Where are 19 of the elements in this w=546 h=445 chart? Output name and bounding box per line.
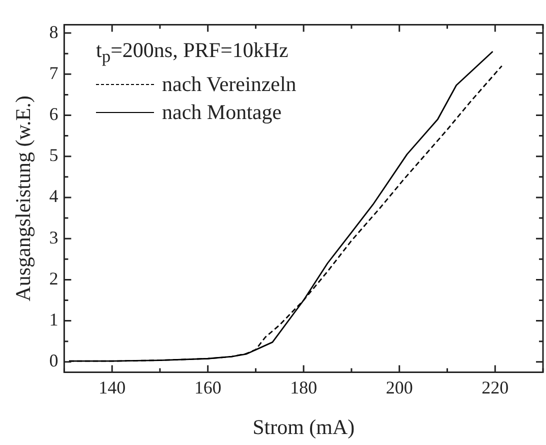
y-tick-label: 3 (49, 227, 58, 248)
y-tick-label: 6 (49, 104, 58, 124)
legend-label: nach Montage (162, 99, 282, 126)
legend-label: nach Vereinzeln (162, 71, 296, 98)
x-tick-label: 140 (98, 378, 126, 398)
legend-title: t$_{p}$=200ns, PRF=10kHz (96, 37, 290, 68)
y-tick-label: 7 (49, 62, 58, 83)
y-tick-label: 5 (49, 145, 58, 166)
x-tick-label: 180 (290, 378, 318, 398)
y-tick-label: 1 (49, 310, 58, 330)
y-tick-label: 2 (49, 268, 58, 288)
y-tick-label: 4 (49, 186, 58, 206)
x-tick-label: 220 (482, 378, 509, 398)
y-tick-label: 0 (49, 350, 58, 371)
y-axis-title: Ausgangsleistung (w.E.) (11, 96, 36, 302)
y-tick-label: 8 (49, 22, 58, 42)
x-axis-title: Strom (mA) (252, 414, 355, 439)
x-tick-label: 200 (386, 378, 413, 398)
x-tick-label: 160 (194, 378, 222, 398)
